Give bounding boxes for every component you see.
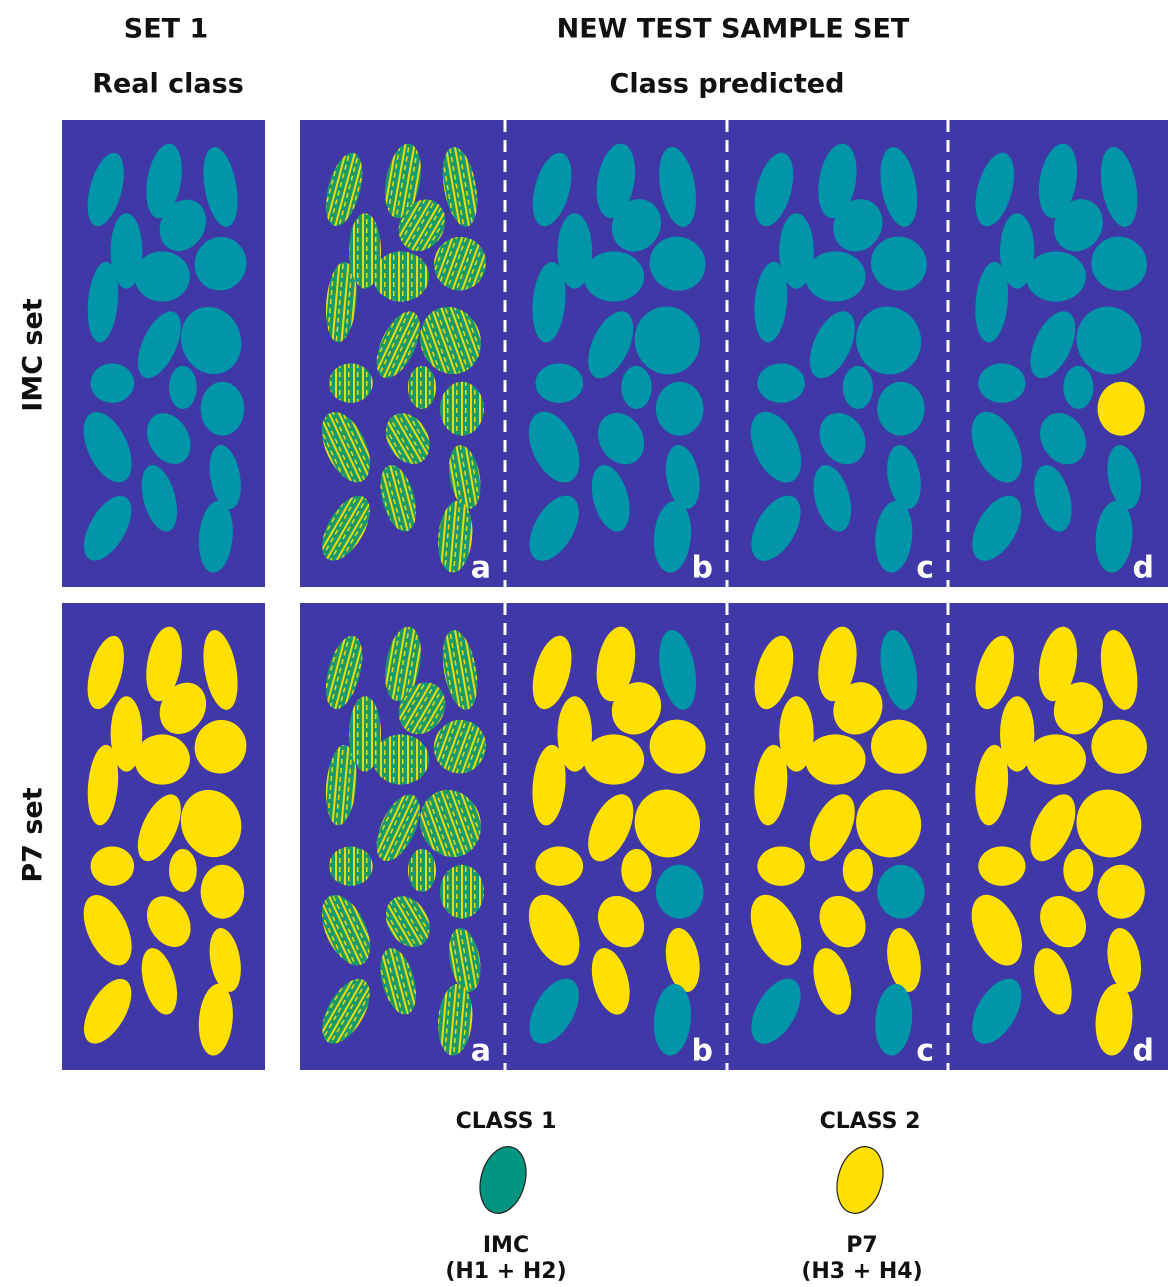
seed (557, 696, 592, 771)
seed (583, 734, 644, 784)
right-subtitle: Class predicted (610, 69, 845, 100)
panel-letter: d (1133, 1034, 1154, 1069)
seed (349, 696, 381, 771)
seed (440, 865, 484, 919)
seed (757, 363, 804, 403)
seed (201, 865, 245, 919)
seed (805, 251, 865, 301)
legend-detail: (H1 + H2) (445, 1259, 566, 1284)
seed (169, 366, 197, 409)
seed (111, 213, 143, 288)
panel-letter: b (692, 1034, 713, 1069)
legend-title: CLASS 1 (456, 1109, 557, 1134)
seed (1000, 213, 1034, 288)
seed (349, 213, 381, 288)
seed (757, 846, 804, 886)
seed (1098, 865, 1145, 919)
seed (805, 734, 865, 784)
seed (440, 382, 484, 436)
seed (877, 382, 924, 436)
seed (408, 849, 436, 892)
seed (1026, 734, 1086, 784)
seed (978, 363, 1025, 403)
left-subtitle: Real class (92, 69, 244, 100)
seed (373, 734, 429, 784)
panel-letter: d (1133, 551, 1154, 586)
seed (779, 696, 813, 771)
seed (779, 213, 813, 288)
row-label: P7 set (18, 787, 49, 882)
seed (1000, 696, 1034, 771)
legend-detail: (H3 + H4) (801, 1259, 922, 1284)
panel-letter: b (692, 551, 713, 586)
seed (978, 846, 1025, 886)
panel-letter: c (916, 551, 934, 586)
seed (1098, 382, 1145, 436)
seed (843, 366, 873, 409)
panel-letter: c (916, 1034, 934, 1069)
panel-letter: a (471, 1034, 491, 1069)
seed (408, 366, 436, 409)
seed (843, 849, 873, 892)
legend-name: IMC (483, 1233, 529, 1258)
seed (201, 382, 245, 436)
legend-name: P7 (846, 1233, 877, 1258)
seed (91, 846, 135, 886)
left-title: SET 1 (124, 14, 209, 45)
seed (583, 251, 644, 301)
seed (373, 251, 429, 301)
seed (91, 363, 135, 403)
row-label: IMC set (18, 298, 49, 412)
right-title: NEW TEST SAMPLE SET (557, 14, 910, 45)
seed (621, 366, 651, 409)
seed (111, 696, 143, 771)
seed (656, 865, 704, 919)
seed (877, 865, 924, 919)
seed (535, 846, 583, 886)
seed (1026, 251, 1086, 301)
figure: SET 1 Real class NEW TEST SAMPLE SET Cla… (0, 0, 1168, 1287)
legend-seed (473, 1141, 533, 1218)
seed (535, 363, 583, 403)
legend-title: CLASS 2 (820, 1109, 921, 1134)
seed (329, 846, 373, 886)
seed (656, 382, 704, 436)
seed (1063, 849, 1093, 892)
seed (134, 251, 189, 301)
page: {"header": {"left_title": "SET 1", "left… (0, 0, 1168, 1287)
seed (169, 849, 197, 892)
panel-letter: a (471, 551, 491, 586)
seed (1063, 366, 1093, 409)
seed (329, 363, 373, 403)
legend-seed (830, 1141, 890, 1218)
seed (134, 734, 189, 784)
seed (557, 213, 592, 288)
seed (621, 849, 651, 892)
